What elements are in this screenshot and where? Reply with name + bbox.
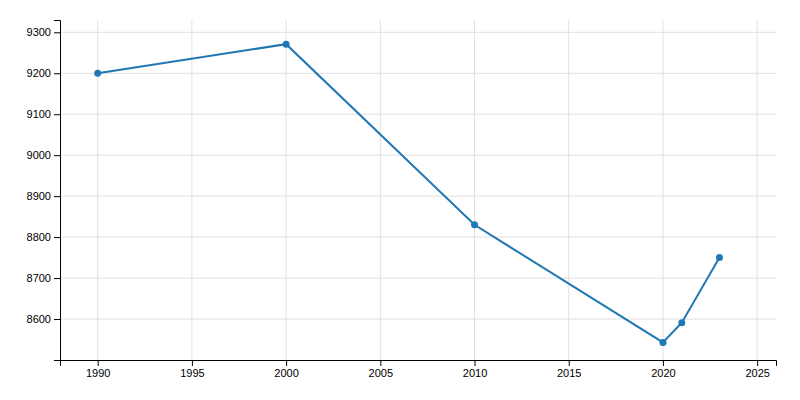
axis-line (61, 361, 777, 367)
tick-label: 1990 (86, 367, 110, 379)
chart: 1990 1995 2000 2005 2010 2015 2020 2025 8600 8700… (0, 0, 800, 400)
tick-mark (54, 319, 60, 320)
grid-line-x (380, 20, 381, 360)
tick-label: 9100 (27, 108, 51, 120)
tick-mark (54, 73, 60, 74)
tick-label: 2010 (463, 367, 487, 379)
tick-mark (54, 32, 60, 33)
y-axis: 8600 8700 8800 8900 9000 9100 9200 9300 (27, 21, 61, 361)
tick-mark (54, 114, 60, 115)
tick-mark (286, 360, 287, 366)
point (659, 339, 666, 346)
series (94, 41, 723, 346)
tick: 8900 (27, 190, 60, 202)
tick: 2025 (745, 360, 769, 379)
point (94, 70, 101, 77)
grid-line-y (60, 155, 776, 156)
tick-label: 8600 (27, 313, 51, 325)
x-axis: 1990 1995 2000 2005 2010 2015 2020 2025 (61, 360, 777, 379)
tick-label: 2020 (651, 367, 675, 379)
tick-mark (569, 360, 570, 366)
tick: 2015 (557, 360, 581, 379)
line (98, 44, 720, 342)
tick: 8600 (27, 313, 60, 325)
tick-mark (54, 278, 60, 279)
tick-label: 8900 (27, 190, 51, 202)
tick-label: 2015 (557, 367, 581, 379)
grid-line-y (60, 278, 776, 279)
point (283, 41, 290, 48)
tick: 9200 (27, 67, 60, 79)
tick: 8800 (27, 231, 60, 243)
tick-label: 8700 (27, 272, 51, 284)
grid-line-y (60, 237, 776, 238)
tick-mark (192, 360, 193, 366)
tick: 9300 (27, 26, 60, 38)
axis-line (54, 21, 61, 361)
tick-label: 9000 (27, 149, 51, 161)
point (716, 254, 723, 261)
tick: 2010 (463, 360, 487, 379)
tick-label: 9300 (27, 26, 51, 38)
plot-area: 1990 1995 2000 2005 2010 2015 2020 2025 8600 8700… (27, 20, 777, 379)
tick-label: 2000 (274, 367, 298, 379)
tick-mark (475, 360, 476, 366)
tick-label: 8800 (27, 231, 51, 243)
tick: 2005 (369, 360, 393, 379)
tick: 9100 (27, 108, 60, 120)
tick: 1995 (180, 360, 204, 379)
tick-mark (98, 360, 99, 366)
point (471, 221, 478, 228)
tick-mark (54, 155, 60, 156)
tick-label: 1995 (180, 367, 204, 379)
grid-line-x (286, 20, 287, 360)
grid-line-x (568, 20, 569, 360)
tick: 2000 (274, 360, 298, 379)
tick-mark (54, 237, 60, 238)
tick: 2020 (651, 360, 675, 379)
tick: 1990 (86, 360, 110, 379)
grid-line-x (757, 20, 758, 360)
tick-label: 9200 (27, 67, 51, 79)
tick-label: 2005 (369, 367, 393, 379)
grid-line-y (60, 196, 776, 197)
tick-mark (757, 360, 758, 366)
grid-line-y (60, 114, 776, 115)
tick-mark (54, 196, 60, 197)
grid-line-y (60, 73, 776, 74)
tick-label: 2025 (745, 367, 769, 379)
grid-line-y (60, 32, 776, 33)
tick: 9000 (27, 149, 60, 161)
grid-line-y (60, 319, 776, 320)
grid-line-x (662, 20, 663, 360)
tick-mark (663, 360, 664, 366)
tick: 8700 (27, 272, 60, 284)
point (678, 319, 685, 326)
tick-mark (380, 360, 381, 366)
grid (60, 20, 776, 360)
grid-line-x (474, 20, 475, 360)
grid-line-x (191, 20, 192, 360)
